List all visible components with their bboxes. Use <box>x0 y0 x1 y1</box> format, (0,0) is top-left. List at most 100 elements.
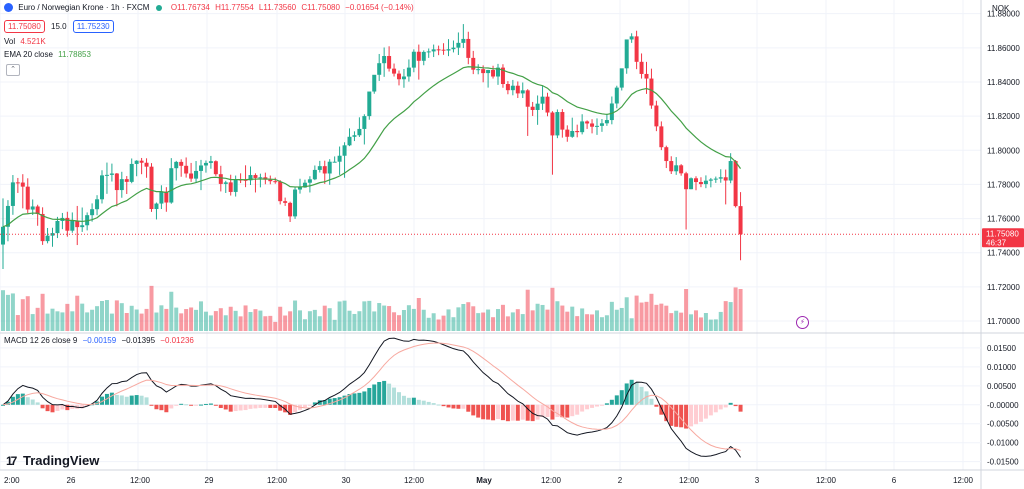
sell-button[interactable]: 11.75080 <box>4 20 45 33</box>
volume-bar-37 <box>184 309 189 331</box>
macd-hist-111 <box>550 404 555 420</box>
macd-hist-68 <box>337 397 342 405</box>
volume-bar-15 <box>75 295 80 331</box>
macd-hist-106 <box>525 404 530 421</box>
volume-bar-45 <box>223 315 228 331</box>
macd-hist-99 <box>491 404 496 421</box>
macd-hist-7 <box>35 402 40 405</box>
volume-bar-0 <box>1 290 5 331</box>
currency-label[interactable]: NOK <box>992 4 1010 13</box>
macd-hist-131 <box>649 398 654 405</box>
volume-bar-14 <box>70 311 75 331</box>
volume-bar-121 <box>599 317 604 331</box>
volume-bar-67 <box>332 319 337 331</box>
candle-body-111 <box>550 112 555 136</box>
price-tick-6: 11.76000 <box>987 215 1020 224</box>
macd-hist-41 <box>203 403 208 405</box>
time-tick-3: 29 <box>205 476 214 485</box>
volume-bar-125 <box>619 307 624 331</box>
volume-bar-30 <box>149 285 154 331</box>
candle-body-49 <box>243 179 248 181</box>
macd-hist-132 <box>654 404 659 407</box>
macd-hist-55 <box>273 404 278 408</box>
macd-hist-73 <box>362 391 367 405</box>
volume-bar-26 <box>129 305 134 331</box>
lightning-icon[interactable]: ⚡ <box>796 316 809 329</box>
macd-hist-105 <box>520 404 525 420</box>
macd-hist-142 <box>703 404 708 419</box>
volume-bar-71 <box>352 313 357 331</box>
volume-value: 4.521K <box>20 37 46 47</box>
macd-hist-101 <box>500 404 505 421</box>
volume-bar-109 <box>540 304 545 331</box>
volume-bar-97 <box>481 312 486 331</box>
candle-body-102 <box>505 84 510 91</box>
price-tick-5: 11.78000 <box>987 180 1020 189</box>
candle-body-117 <box>580 121 585 133</box>
candle-body-131 <box>649 78 654 106</box>
volume-bar-98 <box>486 309 491 331</box>
macd-tick-4: -0.00500 <box>987 420 1019 429</box>
candle-body-134 <box>664 147 669 162</box>
macd-hist-144 <box>713 404 718 413</box>
candle-body-26 <box>129 163 134 182</box>
price-tick-3: 11.82000 <box>987 112 1020 121</box>
volume-bar-50 <box>248 312 253 331</box>
volume-bar-17 <box>85 312 90 331</box>
market-open-icon <box>155 4 162 11</box>
volume-bar-139 <box>689 314 694 331</box>
macd-hist-0 <box>1 404 5 406</box>
macd-hist-92 <box>456 404 461 409</box>
volume-bar-74 <box>367 300 372 331</box>
macd-hist-10 <box>50 404 55 413</box>
volume-bar-105 <box>520 314 525 331</box>
candle-body-16 <box>80 225 85 228</box>
time-tick-9: 2 <box>618 476 623 485</box>
volume-bar-95 <box>471 306 476 331</box>
candle-body-75 <box>372 74 377 92</box>
time-tick-1: 26 <box>67 476 76 485</box>
macd-hist-39 <box>194 404 199 406</box>
volume-bar-93 <box>461 304 466 331</box>
macd-hist-145 <box>718 404 723 410</box>
macd-hist-141 <box>698 404 703 422</box>
candle-body-58 <box>288 202 293 217</box>
macd-hist-22 <box>109 392 114 405</box>
volume-bar-2 <box>10 293 15 331</box>
candle-body-2 <box>10 182 15 206</box>
volume-bar-104 <box>515 309 520 331</box>
buy-button[interactable]: 11.75230 <box>72 20 114 33</box>
candle-body-46 <box>228 182 233 192</box>
volume-bar-4 <box>20 299 25 331</box>
volume-bar-1 <box>5 294 10 331</box>
candle-body-136 <box>674 165 679 172</box>
volume-legend: Vol 4.521K <box>4 37 46 46</box>
candle-body-76 <box>377 63 382 75</box>
macd-histogram-value: −0.00159 <box>82 336 117 346</box>
candle-body-73 <box>362 116 367 129</box>
volume-bar-47 <box>233 310 238 331</box>
macd-hist-46 <box>228 404 233 412</box>
candle-body-120 <box>595 125 599 127</box>
volume-bar-130 <box>644 301 649 331</box>
trade-buttons: 11.75080 15.0 11.75230 <box>4 20 114 33</box>
tradingview-logo[interactable]: 17 TradingView <box>6 452 99 468</box>
candle-body-15 <box>75 220 80 228</box>
macd-hist-42 <box>208 403 213 405</box>
candle-body-66 <box>327 161 332 174</box>
candle-body-82 <box>406 67 411 77</box>
volume-bar-106 <box>525 289 530 331</box>
macd-hist-86 <box>426 401 431 405</box>
time-tick-11: 3 <box>755 476 760 485</box>
volume-bar-58 <box>288 311 293 331</box>
macd-hist-72 <box>357 392 362 405</box>
candle-body-77 <box>382 56 387 64</box>
macd-hist-6 <box>30 399 35 405</box>
macd-hist-128 <box>634 382 639 405</box>
macd-hist-84 <box>416 399 421 405</box>
chevron-up-icon[interactable]: ⌃ <box>6 64 20 76</box>
macd-tick-5: -0.01000 <box>987 439 1019 448</box>
candle-body-61 <box>302 182 307 188</box>
volume-bar-11 <box>55 311 60 331</box>
